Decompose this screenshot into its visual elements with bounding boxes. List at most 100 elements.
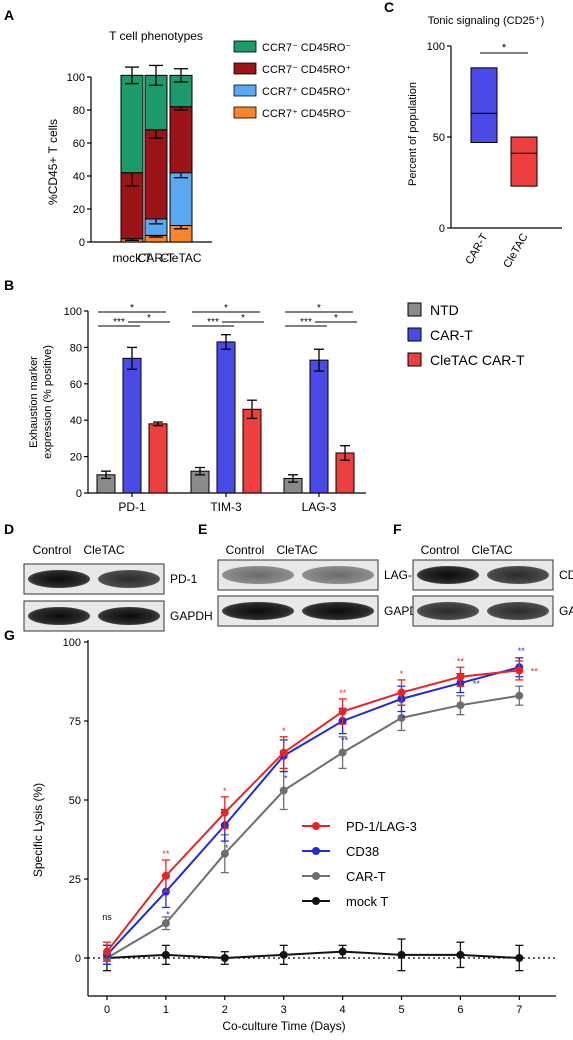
chart-b-legend-label: CAR-T: [430, 327, 473, 343]
chart-b-xtick-label: LAG-3: [302, 500, 337, 514]
chart-b-legend-swatch: [407, 302, 422, 317]
chart-g-star: **: [341, 736, 349, 746]
blot-e-band: [222, 566, 294, 584]
chart-c-box: [510, 136, 538, 187]
chart-c-title: Tonic signaling (CD25⁺): [428, 15, 544, 27]
blot-f-band: [417, 566, 479, 584]
chart-b-bar: [122, 357, 142, 494]
chart-g-star: *: [400, 669, 404, 679]
blot-d-header: CleTAC: [83, 543, 124, 557]
chart-b-legend-label: CleTAC CAR-T: [430, 352, 525, 368]
chart-b-sig-label: *: [334, 313, 338, 324]
blot-e-header: CleTAC: [276, 543, 317, 557]
chart-g-legend: PD-1/LAG-3 CD38 CAR-T mock T: [302, 819, 417, 909]
chart-b-xtick-label: TIM-3: [210, 500, 242, 514]
chart-a-legend-label: CCR7⁻ CD45RO⁻: [262, 42, 351, 54]
chart-g-series-line: [106, 666, 520, 956]
panel-label-e: E: [198, 521, 207, 537]
chart-b-bar: [309, 359, 329, 494]
chart-b-bars: [96, 334, 355, 494]
chart-b-ylabel-line2: expression (% positive): [42, 345, 54, 459]
chart-b-legend-swatch: [407, 352, 422, 367]
chart-g-star: **: [339, 688, 347, 698]
chart-g-xlabel: Co-culture Time (Days): [222, 1019, 345, 1033]
blot-e-label: LAG-3: [384, 568, 419, 582]
chart-a-phenotypes: T cell phenotypes %CD45+ T cells 0 20 40 60…: [46, 29, 351, 265]
chart-a-xtick-label: CAR-T: [138, 251, 175, 265]
chart-g-point: [338, 947, 347, 956]
chart-g-ytick-label: 0: [75, 953, 81, 965]
chart-g-point: [220, 808, 229, 817]
chart-g-point: [397, 950, 406, 959]
chart-g-star: **: [518, 646, 526, 656]
chart-g-legend-label: PD-1/LAG-3: [346, 819, 417, 834]
panel-label-d: D: [4, 521, 14, 537]
chart-c-box: [470, 67, 498, 143]
chart-g-series-line: [106, 694, 520, 959]
chart-g-ytick-label: 75: [69, 716, 81, 728]
chart-g-point: [220, 954, 229, 962]
chart-g-star: **: [531, 666, 539, 676]
chart-g-star: *: [225, 843, 229, 853]
chart-g-ns-label: ns: [102, 912, 112, 922]
chart-a-xtick-label: mock T: [112, 251, 152, 265]
chart-a-legend-swatch: [233, 40, 257, 53]
chart-a-ytick-label: 40: [73, 171, 85, 183]
chart-b-ytick-label: 100: [64, 306, 82, 318]
panel-label-g: G: [4, 627, 15, 643]
chart-b-ytick-label: 80: [70, 342, 82, 354]
blot-d-header: Control: [33, 543, 72, 557]
chart-b-sig-label: ***: [113, 317, 125, 328]
chart-a-legend-label: CCR7⁺ CD45RO⁻: [262, 108, 351, 120]
chart-g-xtick-label: 7: [516, 1004, 522, 1016]
chart-b-bar: [242, 408, 262, 494]
chart-a-ytick-label: 60: [73, 138, 85, 150]
chart-g-legend-marker: [312, 847, 320, 855]
chart-b-xtick-label: PD-1: [118, 500, 146, 514]
blot-d-band: [98, 607, 160, 625]
chart-g-point: [338, 707, 347, 716]
chart-b-ytick-label: 20: [70, 452, 82, 464]
blot-f-label: GAPDH: [559, 604, 573, 618]
chart-g-legend-marker: [312, 897, 320, 905]
chart-b-legend-label: NTD: [430, 302, 459, 318]
chart-b-significance: **** ***** ***** *: [98, 303, 357, 328]
chart-c-boxes: *: [470, 42, 538, 187]
chart-a-ylabel: %CD45+ T cells: [46, 119, 60, 205]
chart-g-ytick-label: 50: [69, 795, 81, 807]
chart-g-star: **: [457, 656, 465, 666]
chart-a-legend-label: CCR7⁺ CD45RO⁺: [262, 86, 351, 98]
chart-a-legend-swatch: [233, 84, 257, 97]
chart-b-bar: [148, 423, 168, 494]
chart-b-sig-label: *: [147, 313, 151, 324]
chart-c-sig-label: *: [502, 42, 507, 54]
panel-label-f: F: [393, 521, 402, 537]
chart-a-bar-segment: [169, 172, 193, 226]
chart-g-legend-marker: [312, 872, 320, 880]
chart-g-xtick-label: 1: [163, 1004, 169, 1016]
chart-g-legend-label: CD38: [346, 844, 379, 859]
blot-e-band: [302, 602, 374, 620]
chart-g-point: [279, 748, 288, 757]
chart-b-exhaustion: Exhaustion marker expression (% positive…: [28, 302, 525, 514]
chart-a-legend-swatch: [233, 62, 257, 75]
chart-b-ytick-label: 0: [76, 488, 82, 500]
chart-g-xtick-label: 6: [457, 1004, 463, 1016]
chart-c-xtick-label: CleTAC: [501, 231, 530, 270]
chart-b-legend: NTD CAR-T CleTAC CAR-T: [407, 302, 525, 368]
chart-g-point: [397, 713, 406, 722]
chart-g-legend-label: CAR-T: [346, 869, 386, 884]
chart-g-legend-label: mock T: [346, 894, 388, 909]
chart-g-ylabel: Specific Lysis (%): [31, 783, 45, 877]
chart-a-ytick-label: 80: [73, 105, 85, 117]
chart-g-point: [397, 688, 406, 697]
chart-g-point: [456, 672, 465, 681]
chart-g-xtick-label: 4: [340, 1004, 346, 1016]
chart-g-point: [161, 950, 170, 959]
chart-g-star: *: [223, 786, 227, 796]
chart-g-point: [515, 954, 524, 962]
chart-g-ytick-label: 25: [69, 874, 81, 886]
chart-b-sig-label: *: [224, 303, 228, 314]
chart-a-legend-swatch: [233, 106, 257, 119]
